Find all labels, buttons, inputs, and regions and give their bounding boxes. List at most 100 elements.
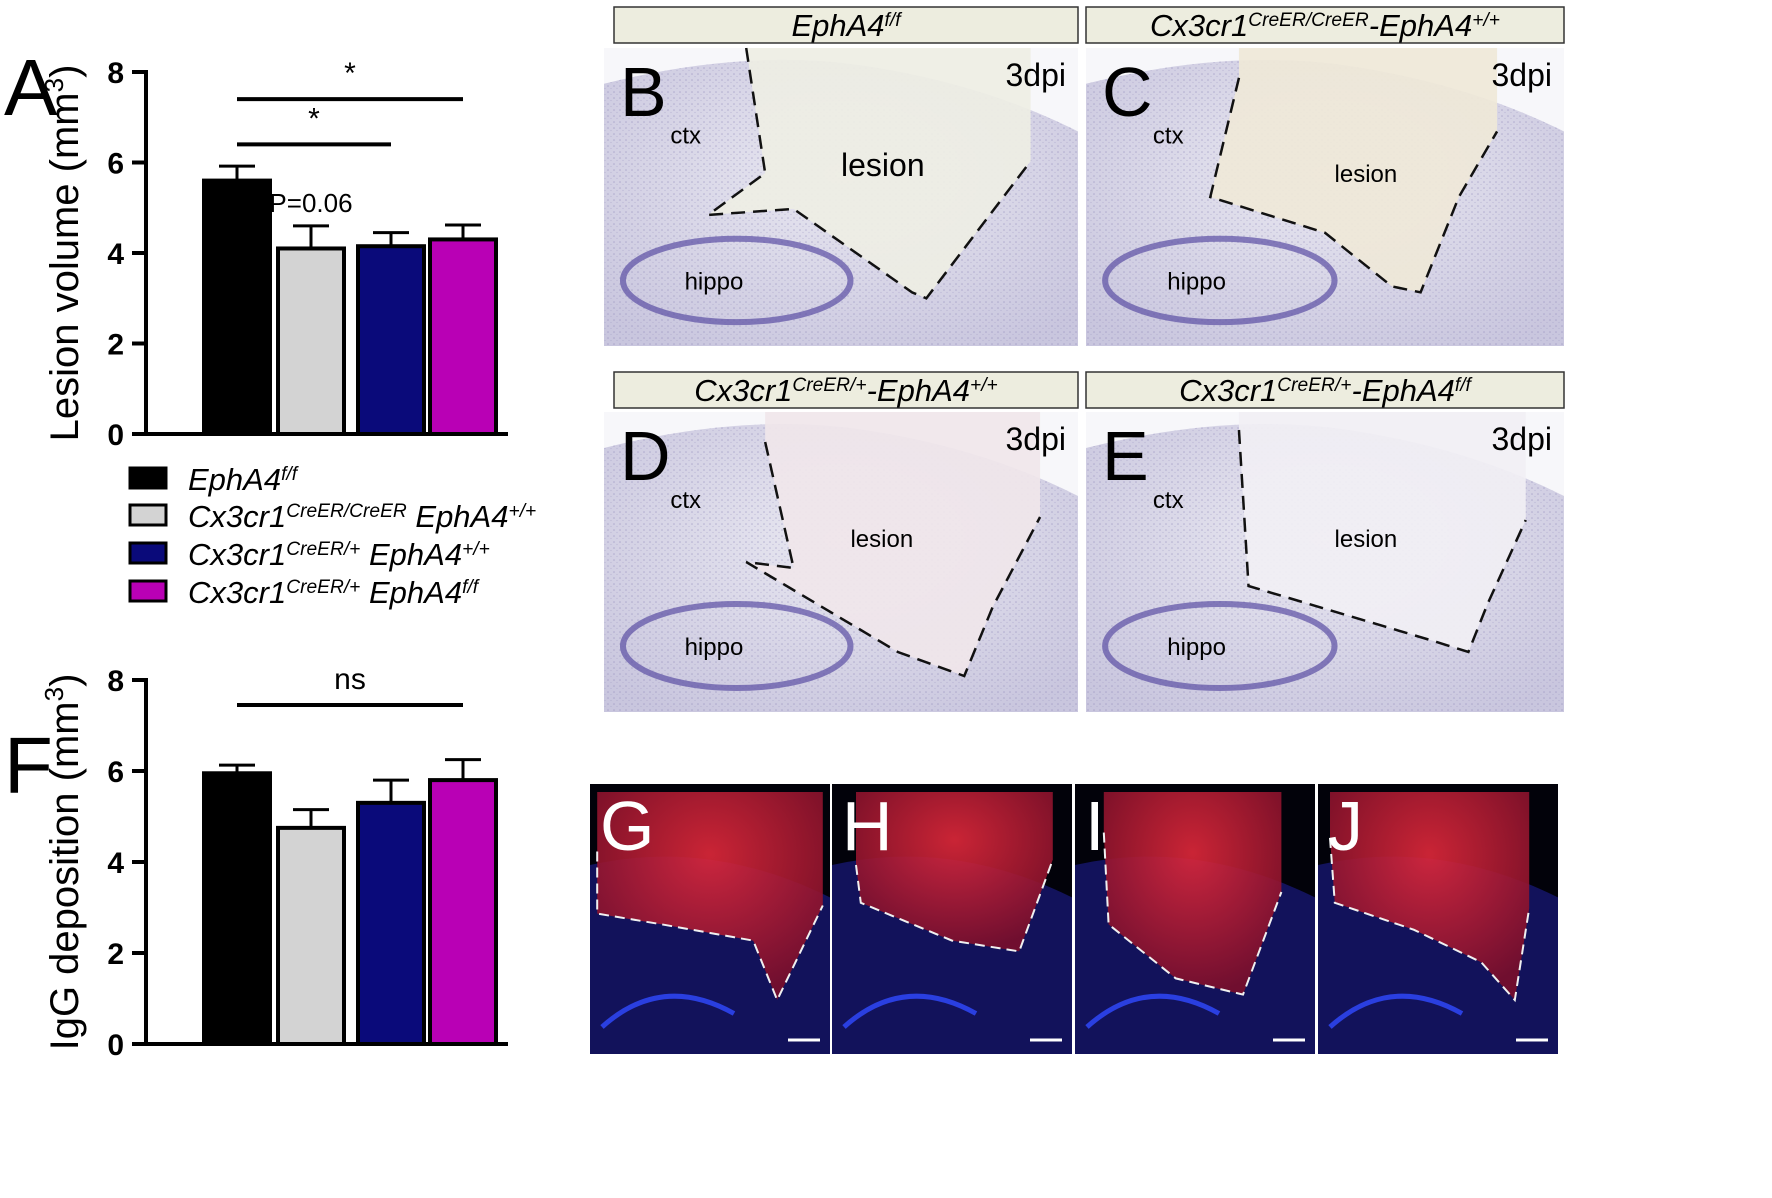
chartA-tick-label: 8 — [107, 57, 124, 90]
hippocampus-shape — [1102, 601, 1338, 691]
legend-label: Cx3cr1CreER/+ EphA4f/f — [188, 575, 480, 610]
chartA-tick-label: 6 — [107, 148, 124, 181]
chartF-tick-label: 6 — [107, 756, 124, 789]
panel-header-box — [613, 371, 1079, 409]
chartA-ylabel-text: Lesion volume (mm3) — [39, 65, 87, 442]
hippocampus-dapi — [1328, 993, 1464, 1029]
chartF-bar — [202, 771, 272, 1047]
chart-a-annotations: P=0.06 * * — [237, 57, 463, 218]
panel-header-label: Cx3cr1CreER/+-EphA4f/f — [1179, 373, 1472, 408]
chartF-ylabel-text: IgG deposition (mm3) — [39, 674, 87, 1051]
fluorescence-panels: G H I J — [590, 784, 1558, 1054]
panel-letter-c: C — [1102, 53, 1153, 131]
chartA-tick-label: 0 — [107, 419, 124, 452]
lesion-area — [1238, 412, 1526, 652]
chartF-bar — [428, 778, 498, 1046]
hippocampus-shape — [1102, 235, 1338, 326]
chart-f-igg-deposition: F IgG deposition (mm3) 0 2 4 6 8 ns — [4, 663, 508, 1062]
lesion-area — [746, 412, 1041, 676]
region-label-ctx: ctx — [670, 487, 701, 514]
fluorescence-panel-i: I — [1075, 784, 1315, 1054]
panel-letter-g: G — [600, 787, 654, 865]
lesion-outline — [596, 851, 824, 1003]
igg-red-signal — [597, 792, 823, 1000]
igg-red-signal — [856, 792, 1053, 952]
chartA-bar — [428, 237, 498, 436]
histology-panel-b: EphA4f/f B 3dpi ctx lesion hippo — [604, 6, 1079, 347]
panel-letter-d: D — [620, 417, 671, 495]
chart-a-y-axis-label: Lesion volume (mm3) — [39, 65, 87, 442]
legend-label: EphA4f/f — [188, 462, 299, 497]
region-label-lesion: lesion — [850, 526, 913, 553]
panel-header-label: EphA4f/f — [791, 8, 902, 43]
panel-header-label: Cx3cr1CreER/CreER-EphA4+/+ — [1150, 8, 1500, 43]
region-label-hippo: hippo — [685, 634, 744, 661]
days-post-injury-label: 3dpi — [1006, 421, 1067, 457]
chart-a-lesion-volume: A Lesion volume (mm3) 0 2 4 6 8 P=0.06 * * — [4, 43, 508, 452]
chart-f-y-axis-label: IgG deposition (mm3) — [39, 674, 87, 1051]
days-post-injury-label: 3dpi — [1492, 421, 1553, 457]
chart-a-bars — [202, 164, 498, 436]
panel-header-box — [613, 6, 1079, 44]
panel-letter-j: J — [1328, 787, 1363, 865]
lesion-area — [708, 48, 1031, 299]
chartF-bar — [356, 800, 426, 1046]
lesion-outline — [1329, 837, 1531, 1003]
chartF-tick-label: 0 — [107, 1029, 124, 1062]
lesion-outline — [1102, 832, 1283, 996]
region-label-ctx: ctx — [670, 122, 701, 149]
histology-panel-c: Cx3cr1CreER/CreER-EphA4+/+ C 3dpi ctx lesion… — [1085, 6, 1565, 347]
legend-swatch — [128, 579, 168, 603]
fluorescence-panel-g: G — [590, 784, 830, 1054]
days-post-injury-label: 3dpi — [1492, 57, 1553, 93]
lesion-outline — [1208, 77, 1499, 294]
fluorescence-panel-h: H — [832, 784, 1072, 1054]
chartA-pvalue-label: P=0.06 — [269, 188, 352, 218]
chartA-bar — [356, 244, 426, 436]
panel-letter-h: H — [842, 787, 893, 865]
lesion-outline — [745, 441, 1042, 678]
hippocampus-dapi — [842, 993, 978, 1029]
hippocampus-dapi — [600, 993, 736, 1029]
chartA-bar — [202, 178, 272, 436]
chart-f-bars — [202, 758, 498, 1047]
region-label-hippo: hippo — [1167, 268, 1226, 295]
region-label-ctx: ctx — [1153, 487, 1184, 514]
hippocampus-shape — [619, 235, 854, 326]
chartF-tick-label: 8 — [107, 665, 124, 698]
legend-swatch — [128, 541, 168, 565]
panel-letter-i: I — [1085, 787, 1104, 865]
chartA-tick-label: 2 — [107, 329, 124, 362]
chartF-sig-label: ns — [334, 663, 366, 696]
hippocampus-shape — [619, 601, 854, 691]
panel-letter-e: E — [1102, 417, 1149, 495]
legend-swatch — [128, 466, 168, 490]
lesion-outline — [704, 47, 1032, 300]
chartF-tick-label: 4 — [107, 847, 124, 880]
histology-panels: EphA4f/fB 3dpictxlesionhippoCx3cr1CreER/C… — [604, 6, 1565, 712]
region-label-lesion: lesion — [841, 147, 925, 183]
lesion-area — [1210, 48, 1498, 293]
chart-f-y-ticks: 0 2 4 6 8 — [107, 665, 146, 1062]
chart-f-annotations: ns — [237, 663, 463, 708]
chartA-bar — [276, 246, 346, 436]
region-label-hippo: hippo — [1167, 634, 1226, 661]
lesion-outline — [855, 859, 1054, 953]
region-label-lesion: lesion — [1335, 161, 1398, 188]
panel-letter-f: F — [4, 721, 53, 810]
chart-a-y-ticks: 0 2 4 6 8 — [107, 57, 146, 452]
igg-red-signal — [1330, 792, 1530, 1000]
panel-header-box — [1085, 371, 1565, 409]
region-label-ctx: ctx — [1153, 122, 1184, 149]
region-label-hippo: hippo — [685, 268, 744, 295]
legend-label: Cx3cr1CreER/+ EphA4+/+ — [188, 537, 490, 572]
chartA-sig-label: * — [308, 102, 320, 135]
region-label-lesion: lesion — [1335, 526, 1398, 553]
chartA-tick-label: 4 — [107, 238, 124, 271]
chartF-tick-label: 2 — [107, 938, 124, 971]
igg-red-signal — [1103, 792, 1282, 995]
histology-panel-d: Cx3cr1CreER/+-EphA4+/+ D 3dpi ctx lesion hipp… — [604, 371, 1079, 712]
panel-header-label: Cx3cr1CreER/+-EphA4+/+ — [694, 373, 998, 408]
